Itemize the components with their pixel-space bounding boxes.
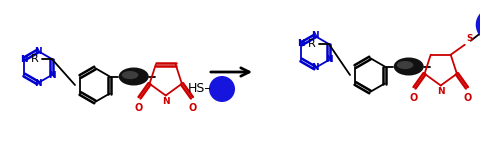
Ellipse shape xyxy=(209,76,235,102)
Text: N: N xyxy=(48,70,56,79)
Text: N: N xyxy=(162,97,169,106)
Text: O: O xyxy=(409,93,418,103)
Text: N: N xyxy=(20,54,28,63)
Text: R: R xyxy=(31,54,39,64)
Text: S: S xyxy=(467,34,473,43)
Ellipse shape xyxy=(397,61,413,69)
Ellipse shape xyxy=(119,68,149,86)
Ellipse shape xyxy=(394,57,424,76)
Text: O: O xyxy=(134,103,143,113)
Text: N: N xyxy=(325,56,333,65)
Text: HS–: HS– xyxy=(188,82,212,95)
Text: N: N xyxy=(311,63,319,73)
Text: N: N xyxy=(311,32,319,41)
Text: O: O xyxy=(464,93,472,103)
Text: O: O xyxy=(189,103,197,113)
Text: N: N xyxy=(437,87,444,95)
Text: N: N xyxy=(297,40,305,49)
Text: N: N xyxy=(34,78,42,87)
Text: R: R xyxy=(308,39,316,49)
Ellipse shape xyxy=(122,71,138,79)
Ellipse shape xyxy=(476,8,480,42)
Text: N: N xyxy=(34,46,42,56)
